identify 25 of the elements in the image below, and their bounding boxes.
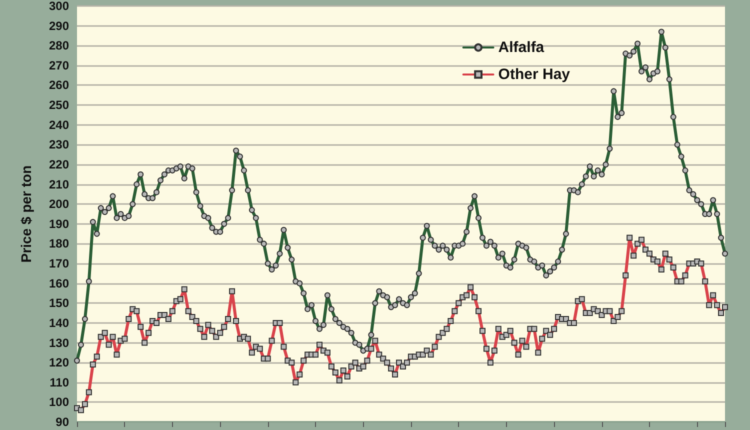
y-tick-label: 280 bbox=[48, 38, 70, 53]
y-tick-label: 90 bbox=[56, 415, 70, 429]
y-tick-label: 180 bbox=[48, 236, 70, 251]
y-tick-label: 230 bbox=[48, 138, 70, 152]
y-tick-label: 220 bbox=[48, 157, 70, 172]
y-tick-label: 300 bbox=[48, 0, 70, 13]
y-axis-title: Price $ per ton bbox=[18, 165, 34, 263]
legend-label: Other Hay bbox=[498, 66, 571, 83]
y-tick-label: 250 bbox=[48, 98, 70, 112]
y-tick-label: 170 bbox=[48, 256, 70, 271]
legend-label: Alfalfa bbox=[498, 39, 545, 56]
y-tick-label: 150 bbox=[48, 296, 70, 310]
y-tick-label: 270 bbox=[48, 58, 70, 72]
y-tick-label: 110 bbox=[50, 375, 70, 390]
y-tick-label: 260 bbox=[48, 78, 70, 92]
y-tick-label: 190 bbox=[48, 216, 70, 231]
y-tick-label: 200 bbox=[48, 197, 70, 212]
y-tick-label: 130 bbox=[48, 336, 70, 350]
y-tick-label: 160 bbox=[48, 276, 70, 290]
y-tick-label: 210 bbox=[48, 177, 70, 192]
y-tick-label: 120 bbox=[48, 356, 70, 370]
y-tick-label: 140 bbox=[48, 316, 70, 330]
y-tick-label: 240 bbox=[48, 118, 70, 132]
y-tick-label: 290 bbox=[48, 18, 70, 33]
y-tick-label: 100 bbox=[48, 395, 70, 410]
